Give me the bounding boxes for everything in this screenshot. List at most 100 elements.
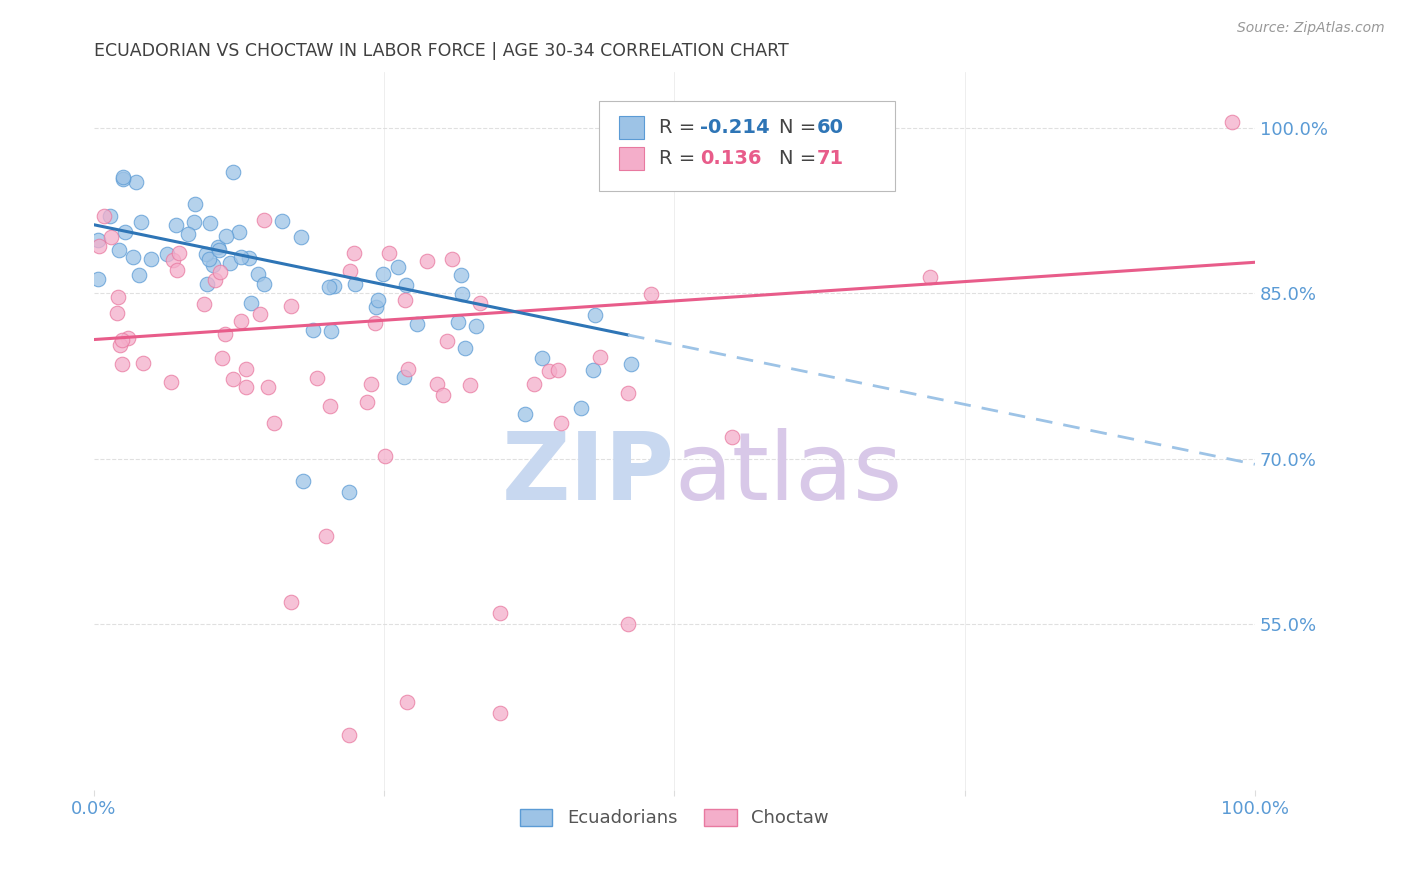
- Text: -0.214: -0.214: [700, 118, 769, 137]
- Point: [290, 230, 312, 244]
- Point: [489, 607, 512, 621]
- Point: [583, 308, 606, 322]
- Point: [343, 246, 366, 260]
- Point: [318, 280, 340, 294]
- Point: [235, 380, 257, 394]
- Point: [416, 254, 439, 268]
- Point: [197, 277, 219, 292]
- Point: [547, 363, 569, 377]
- Point: [114, 225, 136, 239]
- Point: [489, 706, 512, 720]
- Point: [371, 267, 394, 281]
- Point: [436, 334, 458, 348]
- Point: [617, 617, 640, 632]
- Point: [337, 728, 360, 742]
- Point: [229, 314, 252, 328]
- Point: [200, 216, 222, 230]
- Point: [238, 251, 260, 265]
- Point: [364, 316, 387, 330]
- Point: [207, 239, 229, 253]
- Point: [337, 484, 360, 499]
- Point: [367, 293, 389, 307]
- Point: [214, 327, 236, 342]
- Point: [93, 209, 115, 223]
- Point: [432, 387, 454, 401]
- Point: [215, 229, 238, 244]
- Text: atlas: atlas: [675, 428, 903, 520]
- Point: [271, 213, 294, 227]
- Point: [550, 417, 572, 431]
- Point: [139, 252, 162, 266]
- Point: [468, 296, 491, 310]
- Point: [305, 371, 328, 385]
- Point: [107, 290, 129, 304]
- Point: [458, 377, 481, 392]
- Point: [721, 430, 744, 444]
- Point: [193, 297, 215, 311]
- Point: [321, 324, 343, 338]
- Text: N =: N =: [779, 118, 823, 137]
- Text: R =: R =: [659, 118, 702, 137]
- Point: [162, 252, 184, 267]
- Text: ZIP: ZIP: [502, 428, 675, 520]
- Legend: Ecuadorians, Choctaw: Ecuadorians, Choctaw: [513, 801, 837, 835]
- Point: [343, 277, 366, 292]
- Point: [356, 394, 378, 409]
- Point: [208, 243, 231, 257]
- Point: [582, 363, 605, 377]
- Point: [235, 362, 257, 376]
- Point: [465, 319, 488, 334]
- Point: [228, 225, 250, 239]
- Point: [108, 244, 131, 258]
- Point: [263, 417, 285, 431]
- Point: [339, 264, 361, 278]
- Point: [454, 341, 477, 355]
- Point: [98, 209, 121, 223]
- Point: [105, 306, 128, 320]
- Point: [523, 377, 546, 392]
- Point: [513, 407, 536, 421]
- Point: [392, 369, 415, 384]
- Point: [394, 293, 416, 307]
- Point: [620, 357, 643, 371]
- Point: [108, 337, 131, 351]
- Point: [111, 333, 134, 347]
- Point: [291, 474, 314, 488]
- Point: [111, 357, 134, 371]
- Point: [374, 449, 396, 463]
- Point: [117, 331, 139, 345]
- Point: [387, 260, 409, 275]
- Point: [100, 229, 122, 244]
- Point: [246, 267, 269, 281]
- Point: [184, 197, 207, 211]
- Point: [366, 301, 388, 315]
- Point: [111, 170, 134, 185]
- Bar: [619, 116, 644, 139]
- Point: [122, 250, 145, 264]
- Point: [132, 356, 155, 370]
- Point: [218, 256, 240, 270]
- Point: [87, 272, 110, 286]
- Text: 60: 60: [817, 118, 844, 137]
- Text: 0.136: 0.136: [700, 149, 762, 168]
- Text: 71: 71: [817, 149, 845, 168]
- Point: [201, 258, 224, 272]
- Point: [183, 215, 205, 229]
- Point: [378, 245, 401, 260]
- Point: [396, 361, 419, 376]
- Point: [211, 351, 233, 365]
- Point: [315, 529, 337, 543]
- Point: [125, 175, 148, 189]
- Point: [165, 218, 187, 232]
- Point: [198, 252, 221, 266]
- Point: [222, 372, 245, 386]
- Point: [360, 377, 382, 392]
- Point: [396, 695, 419, 709]
- Point: [302, 323, 325, 337]
- Point: [918, 269, 941, 284]
- Point: [195, 246, 218, 260]
- Point: [160, 376, 183, 390]
- Point: [253, 277, 276, 291]
- Point: [280, 595, 302, 609]
- Bar: [619, 147, 644, 170]
